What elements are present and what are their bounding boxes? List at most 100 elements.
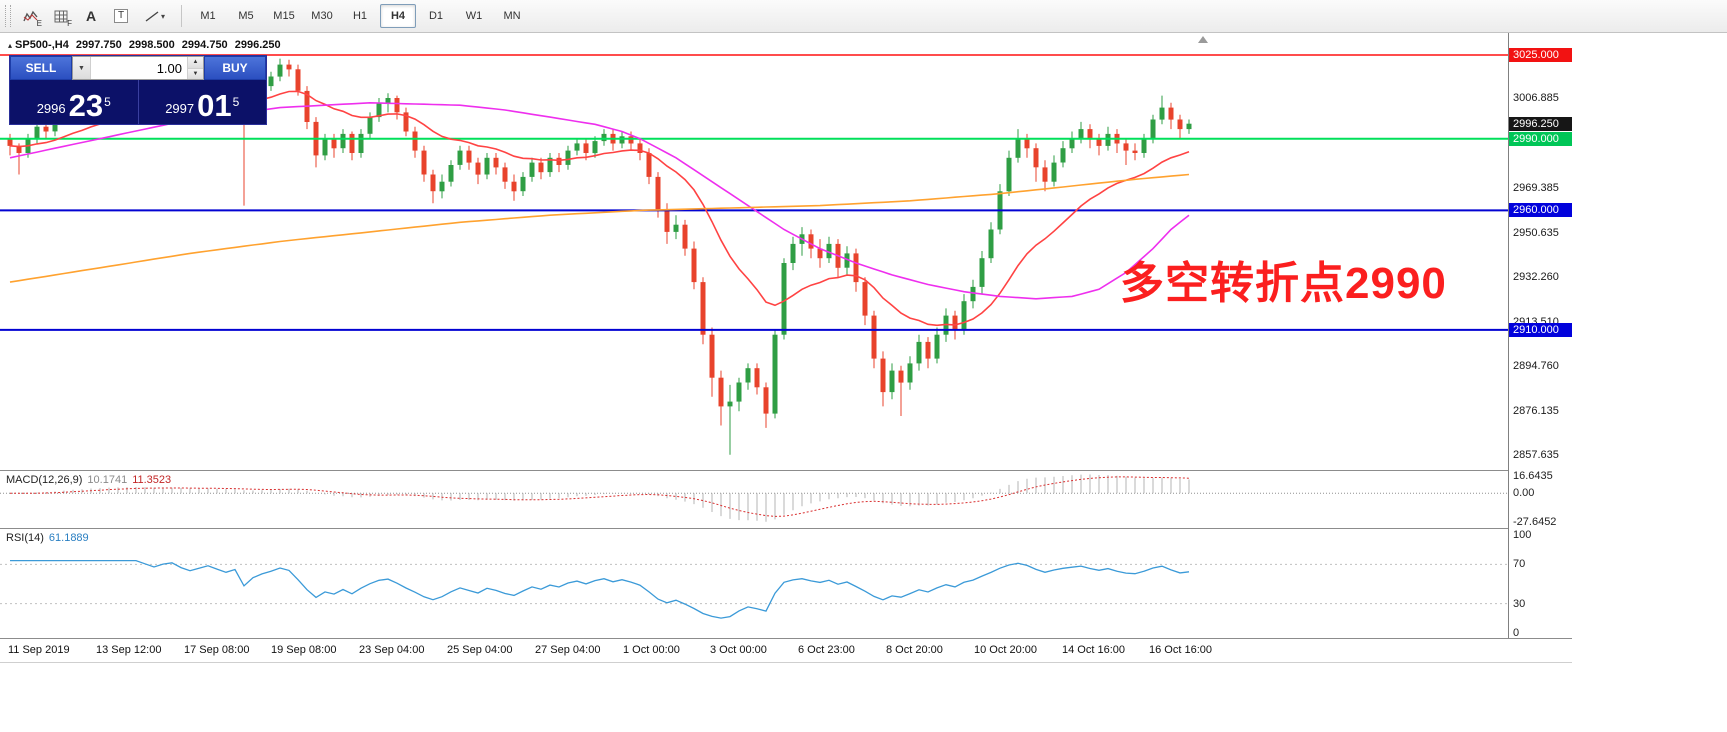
price-scale[interactable]: 3025.000 3006.885 2996.250 2990.000 2969.385… [1508,33,1572,470]
price-badge: 3025.000 [1509,48,1572,62]
price-tick-label: 2932.260 [1513,271,1559,283]
rsi-axis-label: 70 [1513,558,1526,570]
price-tick-label: 2950.635 [1513,227,1559,239]
rsi-axis-label: 0 [1513,627,1520,639]
price-tick-label: 2876.135 [1513,405,1559,417]
time-axis-label: 3 Oct 00:00 [710,644,767,656]
time-axis-label: 6 Oct 23:00 [798,644,855,656]
price-badge: 2990.000 [1509,132,1572,146]
time-axis-label: 14 Oct 16:00 [1062,644,1125,656]
timeframe-button-w1[interactable]: W1 [465,10,483,22]
text-tool-button[interactable]: A [77,3,105,29]
timeframe-group: M1 M5 M15 M30 H1 H4 D1 W1 MN [189,4,531,28]
expert-tool-letter: E [36,19,42,28]
sell-price-big: 23 [68,88,104,123]
price-badge: 2910.000 [1509,323,1572,337]
high-value: 2998.500 [128,39,175,51]
rsi-panel-divider[interactable] [0,528,1572,529]
open-value: 2997.750 [75,39,122,51]
volume-stepper: ▲ ▼ [187,57,203,79]
time-axis-label: 10 Oct 20:00 [974,644,1037,656]
sell-button[interactable]: SELL [10,56,72,80]
chart-shift-marker-icon [1198,36,1208,43]
time-axis-label: 8 Oct 20:00 [886,644,943,656]
price-badge: 2996.250 [1509,117,1572,131]
price-tick-label: 2969.385 [1513,182,1559,194]
time-axis-label: 25 Sep 04:00 [447,644,513,656]
one-click-trade-panel: SELL ▼ 1.00 ▲ ▼ BUY 2996 23 5 2997 01 5 [9,55,267,125]
time-axis-label: 19 Sep 08:00 [271,644,337,656]
timeframe-button-mn[interactable]: MN [503,10,521,22]
grid-icon [54,10,68,22]
timeframe-button-m5[interactable]: M5 [238,10,254,22]
rsi-axis-label: 100 [1513,529,1532,541]
sell-price-sup: 5 [104,95,111,109]
close-value: 2996.250 [234,39,281,51]
price-tick-label: 2894.760 [1513,360,1559,372]
timeframe-button-m30[interactable]: M30 [311,10,333,22]
chevron-down-icon: ▾ [160,11,165,21]
chart-region: ▴ SP500-,H4 2997.750 2998.500 2994.750 29… [0,33,1727,732]
label-tool-icon: T [113,9,129,23]
macd-signal-value: 11.3523 [132,474,172,486]
time-axis-label: 1 Oct 00:00 [623,644,680,656]
chart-marker-icon: ▴ [8,41,13,50]
symbol-period-label: SP500-,H4 [15,39,69,51]
text-tool-icon: A [85,8,97,24]
time-axis[interactable]: 11 Sep 2019 13 Sep 12:00 17 Sep 08:00 19 Se… [0,638,1572,663]
macd-panel-divider[interactable] [0,470,1572,471]
low-value: 2994.750 [181,39,228,51]
rsi-value: 61.1889 [48,532,89,544]
timeframe-button-m1[interactable]: M1 [200,10,216,22]
timeframe-button-d1[interactable]: D1 [428,10,444,22]
toolbar: E F A T ▾ M1 M5 M15 M30 H1 H4 D1 W1 MN [0,0,1727,33]
price-tick-label: 2857.635 [1513,449,1559,461]
rsi-scale: 100 70 30 0 [1508,528,1572,639]
sell-price-small: 2996 [36,101,66,116]
volume-dropdown-icon[interactable]: ▼ [73,57,91,79]
label-tool-button[interactable]: T [107,3,135,29]
buy-price[interactable]: 2997 01 5 [139,80,267,124]
expert-chart-tool-button[interactable]: E [17,3,45,29]
grid-tool-button[interactable]: F [47,3,75,29]
toolbar-grip[interactable] [5,5,11,27]
macd-axis-label: 16.6435 [1513,470,1553,482]
time-axis-divider [0,638,1572,639]
timeframe-button-h1[interactable]: H1 [352,10,368,22]
price-divider [137,80,139,124]
price-badge: 2960.000 [1509,203,1572,217]
macd-axis-label: -27.6452 [1513,516,1557,528]
time-axis-label: 11 Sep 2019 [8,644,70,656]
macd-scale: 16.6435 0.00 -27.6452 [1508,470,1572,528]
rsi-axis-label: 30 [1513,598,1526,610]
volume-up-icon[interactable]: ▲ [188,57,203,69]
rsi-name: RSI(14) [6,532,44,544]
time-axis-label: 16 Oct 16:00 [1149,644,1212,656]
macd-label: MACD(12,26,9) 10.1741 11.3523 [6,474,171,486]
rsi-label: RSI(14) 61.1889 [6,532,89,544]
price-tick-label: 3006.885 [1513,92,1559,104]
buy-button[interactable]: BUY [204,56,266,80]
chart-header: ▴ SP500-,H4 2997.750 2998.500 2994.750 29… [8,39,285,51]
buy-price-small: 2997 [165,101,195,116]
timeframe-button-m15[interactable]: M15 [273,10,295,22]
volume-value[interactable]: 1.00 [156,60,182,76]
grid-tool-letter: F [67,19,72,28]
buy-price-sup: 5 [232,95,240,109]
timeframe-button-h4[interactable]: H4 [380,4,416,28]
volume-down-icon[interactable]: ▼ [188,68,203,79]
trendline-icon [145,10,159,22]
macd-axis-label: 0.00 [1513,487,1535,499]
time-axis-label: 23 Sep 04:00 [359,644,425,656]
rsi-panel-canvas[interactable] [0,528,1508,638]
buy-price-big: 01 [197,88,232,123]
macd-value: 10.1741 [87,474,128,486]
volume-input[interactable]: ▼ 1.00 ▲ ▼ [72,56,204,80]
chart-text-annotation: 多空转折点2990 [1120,259,1447,308]
macd-panel-canvas[interactable] [0,470,1508,528]
sell-price[interactable]: 2996 23 5 [10,80,138,124]
macd-name: MACD(12,26,9) [6,474,83,486]
drawing-tools-dropdown-button[interactable]: ▾ [137,3,173,29]
time-axis-label: 13 Sep 12:00 [96,644,162,656]
